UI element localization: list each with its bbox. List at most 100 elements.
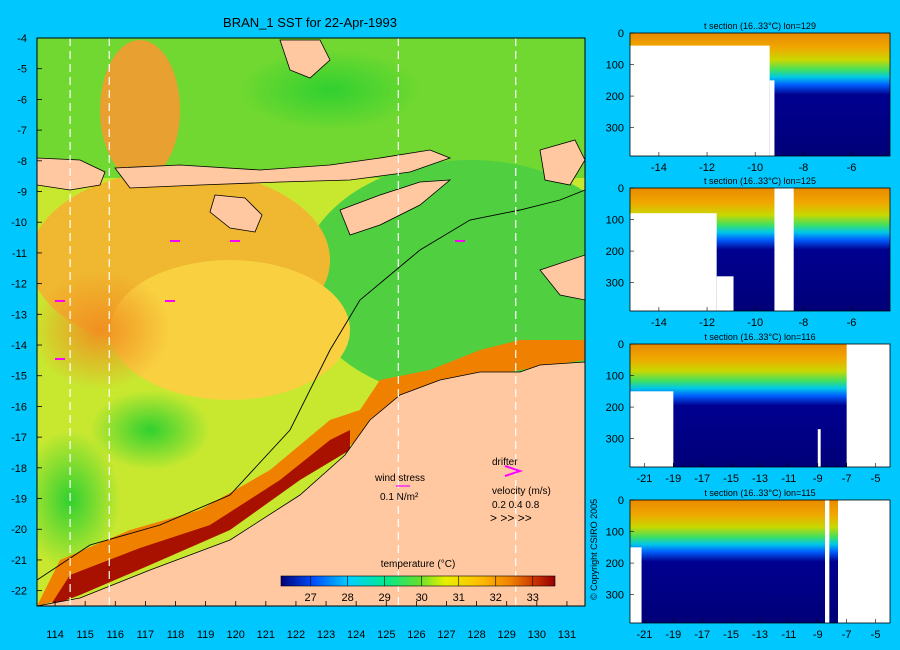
lat-tick-label: -17 xyxy=(694,629,710,641)
lat-tick-label: -10 xyxy=(747,162,763,174)
copyright: © Copyright CSIRO 2005 xyxy=(589,499,599,600)
lat-tick-label: -4 xyxy=(17,33,27,45)
lat-tick-label: -19 xyxy=(665,629,681,641)
lat-tick-label: -19 xyxy=(11,494,27,506)
colorbar-ticks: 27 28 29 30 31 32 33 xyxy=(304,576,539,604)
lat-tick-label: -11 xyxy=(781,629,796,641)
map-title: BRAN_1 SST for 22-Apr-1993 xyxy=(223,15,397,30)
lat-tick-label: -13 xyxy=(752,473,768,485)
depth-tick-label: 300 xyxy=(606,434,624,446)
section-title: t section (16..33°C) lon=129 xyxy=(704,21,816,31)
lon-tick-label: 124 xyxy=(347,629,365,641)
lon-tick-label: 125 xyxy=(377,629,395,641)
no-data-mask xyxy=(774,188,794,311)
velocity-scale: 0.2 0.4 0.8 xyxy=(492,500,540,511)
lat-tick-label: -12 xyxy=(699,162,715,174)
velocity-label: velocity (m/s) xyxy=(492,486,551,497)
colorbar: temperature (°C) 27 28 29 30 31 32 33 xyxy=(280,559,556,604)
colorbar-tick-label: 28 xyxy=(342,592,354,604)
no-data-mask xyxy=(846,344,890,467)
colorbar-tick-label: 32 xyxy=(490,592,502,604)
section-panel: t section (16..33°C) lon=129 0 100 200 300 -1… xyxy=(606,21,891,174)
lat-tick-label: -18 xyxy=(11,463,27,475)
depth-tick-label: 0 xyxy=(618,28,624,40)
section-title: t section (16..33°C) lon=116 xyxy=(704,332,815,342)
lon-tick-label: 126 xyxy=(407,629,425,641)
depth-tick-label: 100 xyxy=(606,215,624,227)
section-frame xyxy=(629,187,891,312)
section-panels: t section (16..33°C) lon=129 0 100 200 300 -1… xyxy=(606,21,891,641)
lat-tick-label: -12 xyxy=(11,279,27,291)
lon-axis: 114 115 116 117 118 119 120 121 122 123 124 125 126 1… xyxy=(46,601,576,641)
lat-tick-label: -20 xyxy=(11,524,27,536)
depth-tick-label: 200 xyxy=(606,402,624,414)
no-data-mask xyxy=(630,213,717,311)
depth-tick-label: 300 xyxy=(606,123,624,135)
lat-tick-label: -14 xyxy=(651,317,667,329)
colorbar-gradient xyxy=(280,575,556,587)
colorbar-tick-label: 31 xyxy=(453,592,465,604)
lon-tick-label: 122 xyxy=(287,629,305,641)
no-data-mask xyxy=(769,80,775,156)
colorbar-tick-label: 33 xyxy=(527,592,539,604)
lat-tick-label: -6 xyxy=(17,94,27,106)
lon-tick-label: 128 xyxy=(467,629,485,641)
lon-tick-label: 120 xyxy=(227,629,245,641)
drifter-icon xyxy=(504,465,524,477)
depth-tick-label: 0 xyxy=(618,339,624,351)
section-panel: t section (16..33°C) lon=115 0 100 200 300 -2… xyxy=(606,488,891,641)
lon-tick-label: 129 xyxy=(498,629,516,641)
lat-tick-label: -22 xyxy=(11,586,27,598)
depth-tick-label: 100 xyxy=(606,60,624,72)
lat-tick-label: -8 xyxy=(798,162,808,174)
lat-tick-label: -9 xyxy=(17,187,27,199)
colorbar-tick-label: 30 xyxy=(416,592,428,604)
lon-tick-label: 123 xyxy=(317,629,335,641)
no-data-mask xyxy=(630,45,770,156)
lon-tick-label: 130 xyxy=(528,629,546,641)
lat-tick-label: -16 xyxy=(11,401,27,413)
no-data-mask xyxy=(838,500,890,623)
no-data-mask xyxy=(716,276,734,311)
no-data-mask xyxy=(630,547,642,623)
section-title: t section (16..33°C) lon=125 xyxy=(704,176,816,186)
lat-tick-label: -5 xyxy=(871,629,881,641)
lon-tick-label: 131 xyxy=(558,629,576,641)
lon-tick-label: 115 xyxy=(76,629,94,641)
depth-tick-label: 0 xyxy=(618,183,624,195)
velocity-arrows: > >> >> xyxy=(490,511,532,525)
section-frame xyxy=(629,32,891,157)
lat-tick-label: -10 xyxy=(747,317,763,329)
lat-tick-label: -9 xyxy=(813,629,823,641)
lat-tick-label: -14 xyxy=(11,340,27,352)
colorbar-tick-label: 27 xyxy=(304,592,316,604)
depth-tick-label: 300 xyxy=(606,590,624,602)
lat-tick-label: -8 xyxy=(798,317,808,329)
lat-tick-label: -15 xyxy=(723,473,739,485)
drifter-label: drifter xyxy=(492,457,518,468)
no-data-mask xyxy=(817,429,821,467)
lat-tick-label: -5 xyxy=(871,473,881,485)
lat-tick-label: -19 xyxy=(665,473,681,485)
depth-tick-label: 100 xyxy=(606,527,624,539)
depth-tick-label: 100 xyxy=(606,371,624,383)
lat-tick-label: -7 xyxy=(842,473,852,485)
wind-stress-scale: 0.1 N/m² xyxy=(380,492,419,503)
lat-tick-label: -15 xyxy=(11,371,27,383)
lat-tick-label: -13 xyxy=(11,309,27,321)
lon-tick-label: 119 xyxy=(197,629,215,641)
lat-tick-label: -11 xyxy=(12,248,27,260)
lon-tick-label: 114 xyxy=(46,629,64,641)
section-lines xyxy=(69,38,517,606)
depth-tick-label: 200 xyxy=(606,91,624,103)
lat-tick-label: -9 xyxy=(813,473,823,485)
depth-tick-label: 300 xyxy=(606,278,624,290)
section-panel: t section (16..33°C) lon=116 0 100 200 300 -2… xyxy=(606,332,891,485)
lon-tick-label: 118 xyxy=(167,629,185,641)
lat-tick-label: -5 xyxy=(17,64,27,76)
section-title: t section (16..33°C) lon=115 xyxy=(704,488,815,498)
lat-tick-label: -7 xyxy=(17,125,27,137)
section-panel: t section (16..33°C) lon=125 0 100 200 300 -1… xyxy=(606,176,891,329)
lat-tick-label: -11 xyxy=(781,473,796,485)
